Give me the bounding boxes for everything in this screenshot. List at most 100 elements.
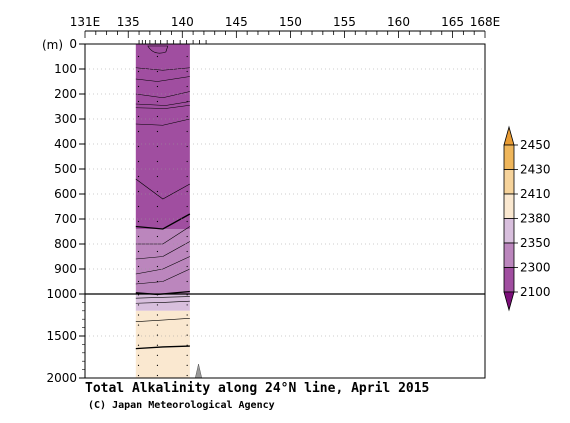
sample-point	[186, 374, 188, 377]
sample-point	[137, 250, 140, 253]
sample-point	[156, 145, 159, 148]
y-tick-label: 800	[54, 237, 77, 251]
y-axis-unit: (m)	[42, 38, 63, 52]
sample-point	[137, 235, 140, 238]
colorbar-label: 2430	[520, 163, 551, 177]
sample-point	[186, 235, 188, 238]
zone-2300-2350	[135, 229, 190, 294]
sample-point	[137, 145, 140, 148]
x-tick-label: 150	[279, 15, 302, 29]
sample-point	[137, 280, 140, 283]
sample-point	[156, 250, 159, 253]
sample-point	[186, 175, 188, 178]
x-tick-label: 165	[441, 15, 464, 29]
y-tick-label: 2000	[46, 371, 77, 385]
chart-credit: (C) Japan Meteorological Agency	[88, 399, 275, 411]
sample-point	[137, 130, 140, 133]
y-tick-label: 1000	[46, 287, 77, 301]
sample-point	[186, 314, 188, 316]
sample-point	[186, 115, 188, 118]
contour-lines	[135, 55, 203, 379]
contour-line	[135, 256, 190, 275]
chart-title: Total Alkalinity along 24°N line, April …	[85, 381, 429, 396]
sample-point	[186, 190, 188, 193]
sample-point	[186, 250, 188, 253]
y-tick-label: 300	[54, 112, 77, 126]
x-tick-label: 135	[117, 15, 140, 29]
y-tick-label: 700	[54, 212, 77, 226]
sample-point	[156, 334, 159, 336]
sample-point	[186, 85, 188, 88]
sample-point	[137, 190, 140, 193]
sample-point	[186, 324, 188, 326]
sample-point	[186, 304, 188, 306]
x-tick-label: 131E	[70, 15, 101, 29]
contour-line	[135, 241, 191, 260]
sample-point	[186, 130, 188, 133]
sample-point	[137, 314, 140, 316]
y-tick-label: 200	[54, 87, 77, 101]
sample-point	[156, 205, 159, 208]
sample-point	[156, 235, 159, 238]
sample-point	[156, 160, 159, 163]
y-tick-label: 100	[54, 62, 77, 76]
colorbar-segment	[503, 169, 515, 195]
colorbar: 2450 2430 2410 2380 2350 2300 2100	[503, 125, 551, 312]
contour-line	[135, 213, 191, 230]
sample-point	[186, 334, 188, 336]
section-fill	[135, 44, 190, 378]
sample-point	[186, 100, 188, 103]
contour-line	[135, 91, 190, 99]
sample-point	[156, 314, 159, 316]
sample-point	[137, 334, 140, 336]
sample-point	[186, 220, 188, 223]
sample-point	[137, 354, 140, 356]
sample-point	[156, 85, 159, 88]
zone-2100-2300	[135, 44, 190, 229]
contour-line	[135, 345, 190, 350]
contour-line	[135, 104, 190, 109]
sample-point	[186, 55, 188, 58]
sample-point	[186, 145, 188, 148]
colorbar-cap-low	[503, 291, 515, 312]
sample-point	[137, 265, 140, 268]
colorbar-segment	[503, 267, 515, 293]
x-tick-label: 145	[225, 15, 248, 29]
sample-point	[156, 374, 159, 377]
sample-point	[137, 344, 140, 346]
sample-point	[137, 205, 140, 208]
sample-point	[137, 160, 140, 163]
colorbar-segment	[503, 144, 515, 170]
grid-lines	[85, 68, 485, 337]
sample-point	[137, 175, 140, 178]
sample-point	[186, 364, 188, 366]
seafloor-feature	[194, 363, 203, 379]
sample-point	[186, 265, 188, 268]
sample-point	[156, 190, 159, 193]
colorbar-label: 2450	[520, 138, 551, 152]
contour-line	[135, 268, 190, 285]
y-tick-label: 1500	[46, 329, 77, 343]
sample-point	[186, 280, 188, 283]
sample-point	[156, 324, 159, 326]
sample-point	[137, 100, 140, 103]
sample-point	[137, 374, 140, 377]
sample-point	[156, 265, 159, 268]
contour-line	[135, 226, 191, 245]
y-tick-label: 600	[54, 187, 77, 201]
contour-line	[135, 300, 190, 304]
contour-line	[135, 67, 190, 71]
colorbar-label: 2380	[520, 212, 551, 226]
y-tick-label: 0	[69, 37, 77, 51]
colorbar-cap-high	[503, 125, 515, 146]
sample-point	[156, 220, 159, 223]
x-tick-label: 168E	[470, 15, 501, 29]
sample-point	[137, 324, 140, 326]
colorbar-segment	[503, 193, 515, 219]
sample-point	[137, 85, 140, 88]
sample-point	[156, 115, 159, 118]
sample-point	[156, 354, 159, 356]
x-tick-label: 160	[387, 15, 410, 29]
sample-point	[156, 364, 159, 366]
y-tick-label: 500	[54, 162, 77, 176]
